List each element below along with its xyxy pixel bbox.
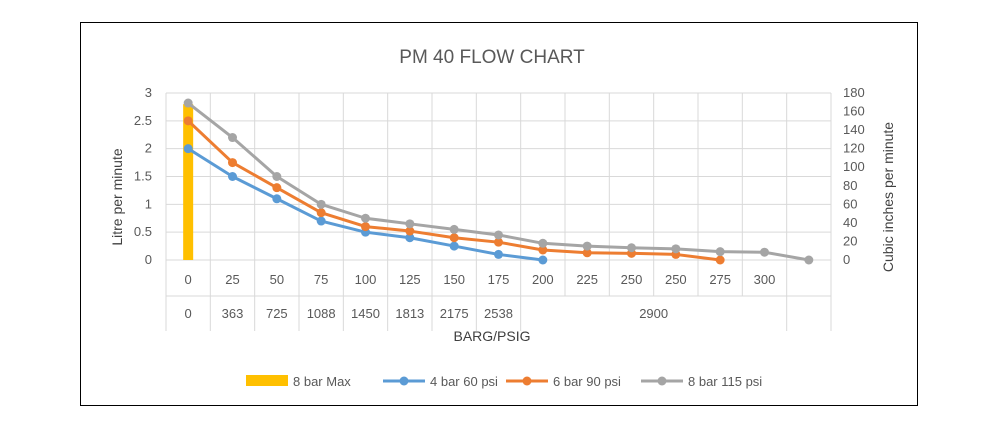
x-tick-label: 200 <box>532 272 554 287</box>
legend-swatch-bar <box>246 375 288 386</box>
y-tick-label: 0.5 <box>134 224 152 239</box>
y2-tick-label: 40 <box>843 215 857 230</box>
y2-tick-label: 80 <box>843 178 857 193</box>
psig-label: 1813 <box>395 306 424 321</box>
data-point-8-bar-115-psi <box>715 247 725 257</box>
data-point-8-bar-115-psi <box>228 133 237 143</box>
data-point-8-bar-115-psi <box>671 244 681 254</box>
y-tick-label: 1.5 <box>134 169 152 184</box>
psig-label: 1450 <box>351 306 380 321</box>
legend-swatch-marker <box>657 376 667 386</box>
data-point-4-bar-60-psi <box>183 144 193 154</box>
psig-label: 725 <box>266 306 288 321</box>
y-tick-label: 1 <box>145 196 152 211</box>
x-tick-label: 125 <box>399 272 421 287</box>
data-point-6-bar-90-psi <box>272 183 282 193</box>
data-point-8-bar-115-psi <box>183 98 193 108</box>
data-point-8-bar-115-psi <box>361 213 370 223</box>
chart-title: PM 40 FLOW CHART <box>399 47 585 68</box>
data-point-8-bar-115-psi <box>449 224 459 234</box>
x-axis-title: BARG/PSIG <box>453 328 530 344</box>
psig-label: 2175 <box>440 306 469 321</box>
data-point-6-bar-90-psi <box>405 226 415 236</box>
x-tick-label: 150 <box>443 272 465 287</box>
y2-tick-label: 120 <box>843 141 865 156</box>
bar-layer <box>183 104 194 260</box>
data-point-6-bar-90-psi <box>361 222 370 232</box>
psig-label: 2538 <box>484 306 513 321</box>
y2-tick-label: 180 <box>843 85 865 100</box>
data-point-4-bar-60-psi <box>405 233 415 243</box>
chart-frame: PM 40 FLOW CHART 0 25 50 75 100 125 150 175 200 2… <box>80 22 918 406</box>
legend-swatch-marker <box>522 376 532 386</box>
data-point-4-bar-60-psi <box>538 255 548 265</box>
data-point-6-bar-90-psi <box>494 237 503 247</box>
x-tick-label: 50 <box>270 272 284 287</box>
psig-label: 1088 <box>307 306 336 321</box>
x-tick-label: 250 <box>621 272 643 287</box>
data-point-8-bar-115-psi <box>582 241 592 251</box>
x-tick-label: 75 <box>314 272 328 287</box>
x-tick-label: 275 <box>709 272 731 287</box>
x-tick-label: 0 <box>185 272 192 287</box>
data-point-4-bar-60-psi <box>316 216 326 226</box>
legend-label: 4 bar 60 psi <box>430 374 498 389</box>
data-point-8-bar-115-psi <box>494 230 503 240</box>
psig-label: 0 <box>185 306 192 321</box>
data-point-4-bar-60-psi <box>228 172 237 181</box>
x-tick-label: 225 <box>576 272 598 287</box>
legend-label: 6 bar 90 psi <box>553 374 621 389</box>
psig-label: 363 <box>222 306 244 321</box>
x-tick-label: 300 <box>754 272 776 287</box>
data-point-8-bar-115-psi <box>627 243 636 253</box>
legend-swatch-marker <box>399 376 409 386</box>
category-table: 0 25 50 75 100 125 150 175 200 225 250 250 275 300 0 36… <box>165 260 832 331</box>
x-tick-label: 250 <box>665 272 687 287</box>
y2-tick-label: 20 <box>843 233 857 248</box>
data-point-4-bar-60-psi <box>494 249 503 259</box>
psig-label: 2900 <box>639 306 668 321</box>
y-tick-label: 2.5 <box>134 113 152 128</box>
data-point-4-bar-60-psi <box>272 194 282 204</box>
data-point-6-bar-90-psi <box>316 208 326 218</box>
y-tick-label: 3 <box>145 85 152 100</box>
data-point-8-bar-115-psi <box>405 219 415 229</box>
y-axis-title: Litre per minute <box>109 148 125 245</box>
legend: 8 bar Max 4 bar 60 psi 6 bar 90 psi 8 bar 1… <box>246 374 762 389</box>
y2-axis-title: Cubic inches per minute <box>880 122 896 272</box>
data-point-8-bar-115-psi <box>316 199 326 209</box>
x-tick-label: 175 <box>488 272 510 287</box>
data-point-8-bar-115-psi <box>760 247 769 257</box>
y-tick-label: 2 <box>145 141 152 156</box>
x-tick-label: 100 <box>355 272 377 287</box>
y-tick-label: 0 <box>145 252 152 267</box>
legend-label: 8 bar 115 psi <box>688 374 762 389</box>
data-point-8-bar-115-psi <box>804 255 814 265</box>
y2-tick-label: 0 <box>843 252 850 267</box>
data-point-6-bar-90-psi <box>538 245 548 255</box>
data-point-6-bar-90-psi <box>449 233 459 243</box>
data-point-6-bar-90-psi <box>183 116 193 126</box>
data-point-6-bar-90-psi <box>715 255 725 265</box>
y2-tick-label: 140 <box>843 122 865 137</box>
y2-tick-label: 100 <box>843 159 865 174</box>
line-layer <box>183 98 814 265</box>
data-point-6-bar-90-psi <box>228 158 237 168</box>
x-tick-label: 25 <box>225 272 239 287</box>
data-point-8-bar-115-psi <box>538 238 548 248</box>
data-point-6-bar-90-psi <box>582 248 592 258</box>
legend-label: 8 bar Max <box>293 374 351 389</box>
data-point-8-bar-115-psi <box>272 172 282 181</box>
y2-tick-label: 60 <box>843 196 857 211</box>
bar-8-bar-max <box>183 104 194 260</box>
data-point-4-bar-60-psi <box>449 241 459 251</box>
y2-tick-label: 160 <box>843 104 865 119</box>
tick-layer: 0 0.5 1 1.5 2 2.5 3 0 20 40 60 80 100 120 140 160 180 <box>134 85 865 267</box>
grid-layer <box>165 92 832 261</box>
chart-svg: PM 40 FLOW CHART 0 25 50 75 100 125 150 175 200 2… <box>109 47 896 389</box>
